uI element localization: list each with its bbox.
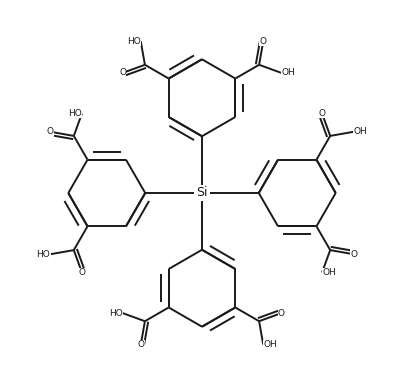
- Text: HO: HO: [68, 109, 82, 118]
- Text: O: O: [319, 109, 326, 118]
- Text: O: O: [350, 250, 357, 259]
- Text: OH: OH: [263, 340, 277, 349]
- Text: HO: HO: [109, 308, 122, 318]
- Text: O: O: [137, 340, 144, 349]
- Text: O: O: [260, 37, 267, 46]
- Text: HO: HO: [37, 250, 50, 259]
- Text: O: O: [278, 308, 285, 318]
- Text: O: O: [47, 127, 54, 136]
- Text: OH: OH: [354, 127, 367, 136]
- Text: O: O: [78, 268, 85, 277]
- Text: OH: OH: [282, 68, 295, 78]
- Text: HO: HO: [127, 37, 141, 46]
- Text: Si: Si: [196, 186, 208, 200]
- Text: O: O: [119, 68, 126, 78]
- Text: OH: OH: [322, 268, 336, 277]
